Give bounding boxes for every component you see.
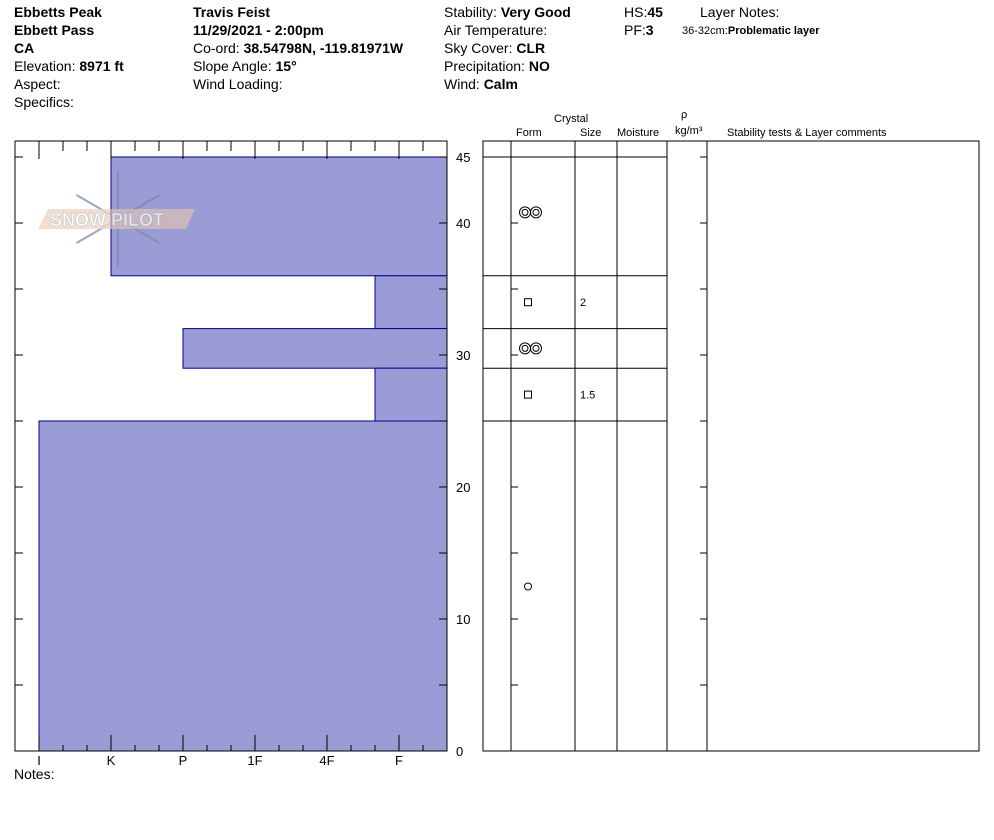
- datetime: 11/29/2021 - 2:00pm: [193, 22, 324, 38]
- col-form: Form: [516, 127, 542, 139]
- y-tick-label: 10: [456, 612, 470, 627]
- layer-table-frame: [482, 140, 980, 752]
- crystal-size: 1.5: [580, 390, 595, 402]
- elevation: Elevation: 8971 ft: [14, 58, 124, 74]
- wind-loading: Wind Loading:: [193, 76, 283, 92]
- layer-notes-label: Layer Notes:: [700, 4, 780, 20]
- rounded-grain-icon: [524, 582, 532, 591]
- precipitation: Precipitation: NO: [444, 58, 550, 74]
- col-size: Size: [580, 127, 602, 139]
- col-density-unit: kg/m³: [675, 125, 703, 137]
- y-tick-label: 45: [456, 150, 470, 165]
- svg-text:SNOW PILOT: SNOW PILOT: [50, 210, 164, 230]
- sky-cover: Sky Cover: CLR: [444, 40, 546, 56]
- observer: Travis Feist: [193, 4, 271, 20]
- hs: HS:45: [624, 4, 663, 20]
- col-crystal: Crystal: [554, 113, 589, 125]
- x-tick-label: P: [179, 753, 188, 768]
- melt-cluster-icon: [519, 342, 531, 355]
- x-tick-label: 1F: [247, 753, 262, 768]
- col-rho: ρ: [681, 109, 688, 121]
- air-temperature: Air Temperature:: [444, 22, 548, 38]
- hardness-bar-1: [374, 275, 448, 330]
- hardness-bar-3: [374, 367, 448, 422]
- x-tick-label: I: [37, 753, 41, 768]
- col-comments: Stability tests & Layer comments: [727, 127, 887, 139]
- x-tick-label: F: [395, 753, 403, 768]
- slope-angle: Slope Angle: 15°: [193, 58, 297, 74]
- faceted-crystal-icon: [524, 298, 532, 307]
- layer-note: 36-32cm:Problematic layer: [682, 25, 820, 37]
- x-tick-label: K: [107, 753, 116, 768]
- stability: Stability: Very Good: [444, 4, 571, 20]
- wind: Wind: Calm: [444, 76, 518, 92]
- y-tick-label: 30: [456, 348, 470, 363]
- faceted-crystal-icon: [524, 390, 532, 399]
- melt-cluster-icon: [519, 206, 531, 219]
- y-tick-label: 20: [456, 480, 470, 495]
- melt-cluster-icon-inner: [532, 208, 540, 216]
- location: Ebbetts Peak: [14, 4, 102, 20]
- specifics: Specifics:: [14, 94, 74, 110]
- hardness-bar-4: [38, 420, 448, 752]
- snowpilot-logo: SNOW PILOT: [38, 171, 195, 267]
- melt-cluster-icon-inner: [521, 208, 529, 216]
- melt-cluster-icon-inner: [532, 344, 540, 352]
- area: Ebbett Pass: [14, 22, 95, 38]
- melt-cluster-icon: [530, 206, 542, 219]
- melt-cluster-icon-inner: [521, 344, 529, 352]
- y-tick-label: 0: [456, 744, 463, 759]
- crystal-size: 2: [580, 297, 586, 309]
- notes-label: Notes:: [14, 766, 55, 782]
- aspect: Aspect:: [14, 76, 61, 92]
- coordinates: Co-ord: 38.54798N, -119.81971W: [193, 40, 404, 56]
- hardness-bar-2: [182, 328, 448, 369]
- y-tick-label: 40: [456, 216, 470, 231]
- state: CA: [14, 40, 35, 56]
- pf: PF:3: [624, 22, 654, 38]
- col-moisture: Moisture: [617, 127, 660, 139]
- x-tick-label: 4F: [319, 753, 334, 768]
- melt-cluster-icon: [530, 342, 542, 355]
